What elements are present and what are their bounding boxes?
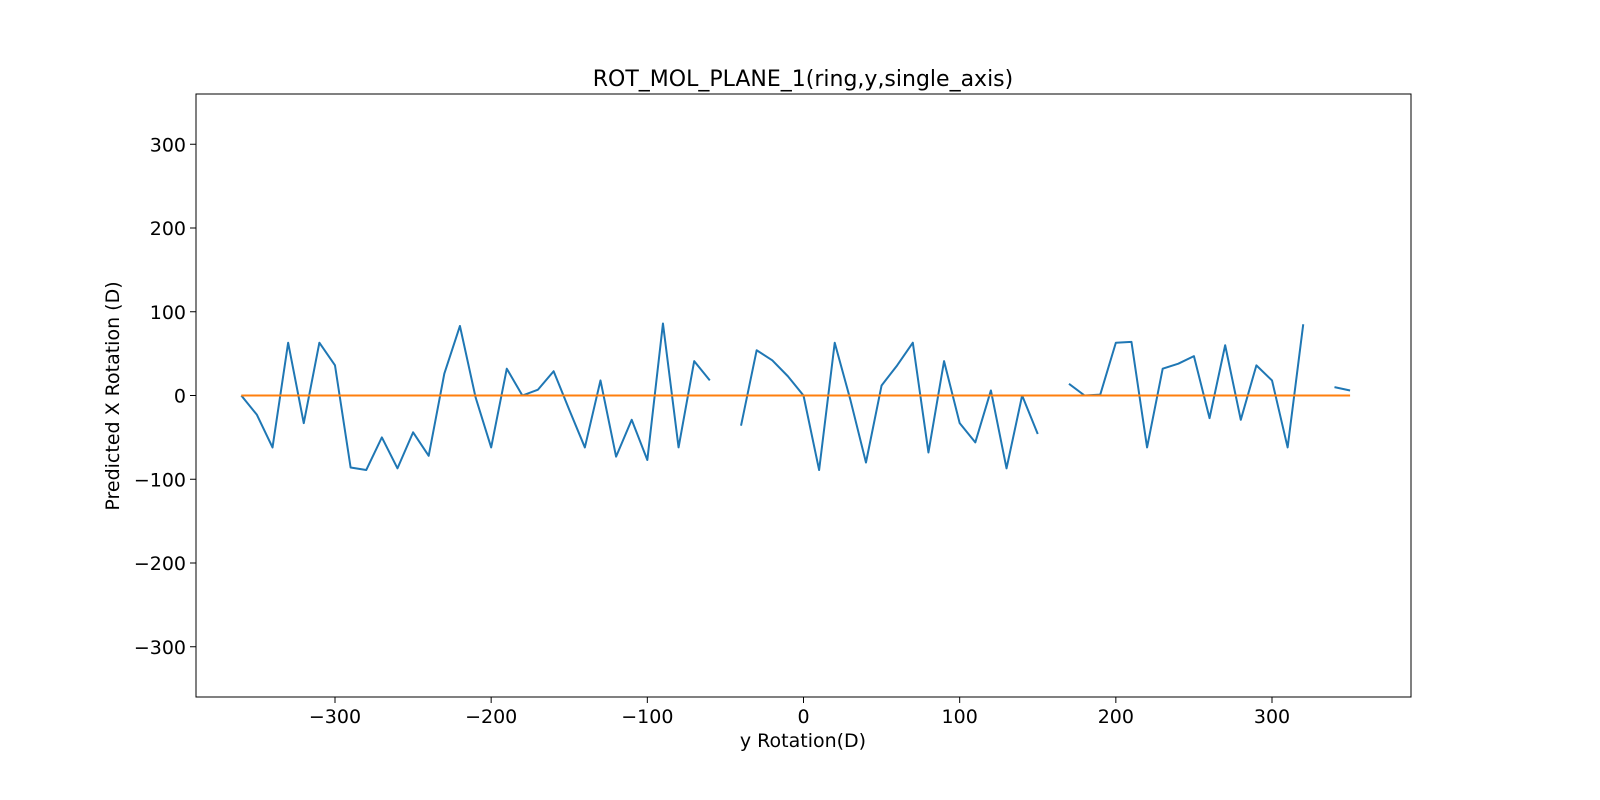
series-1-segment-2 <box>740 341 1039 472</box>
x-tick-label: −300 <box>309 706 361 728</box>
series-1 <box>240 322 1351 472</box>
y-tick-label: −300 <box>134 637 186 659</box>
y-tick-label: 300 <box>150 134 186 156</box>
x-tick-label: 200 <box>1098 706 1134 728</box>
x-tick-label: −100 <box>621 706 673 728</box>
y-axis-label: Predicted X Rotation (D) <box>102 281 124 510</box>
x-tick-label: 100 <box>942 706 978 728</box>
y-tick-label: 0 <box>174 386 186 408</box>
y-tick-label: −100 <box>134 469 186 491</box>
x-tick-label: −200 <box>465 706 517 728</box>
x-tick-label: 300 <box>1254 706 1290 728</box>
plot-area <box>240 322 1351 472</box>
series-1-segment-3 <box>1068 324 1305 449</box>
series-1-segment-4 <box>1334 386 1351 392</box>
y-tick-label: 200 <box>150 218 186 240</box>
x-axis: −300 −200 −100 0 100 200 300 <box>309 697 1290 728</box>
x-axis-label: y Rotation(D) <box>740 730 866 752</box>
series-1-segment-1 <box>240 322 711 472</box>
x-tick-label: 0 <box>797 706 809 728</box>
chart-title: ROT_MOL_PLANE_1(ring,y,single_axis) <box>593 67 1013 92</box>
y-tick-label: 100 <box>150 302 186 324</box>
y-axis: −300 −200 −100 0 100 200 300 <box>134 134 196 659</box>
y-tick-label: −200 <box>134 553 186 575</box>
